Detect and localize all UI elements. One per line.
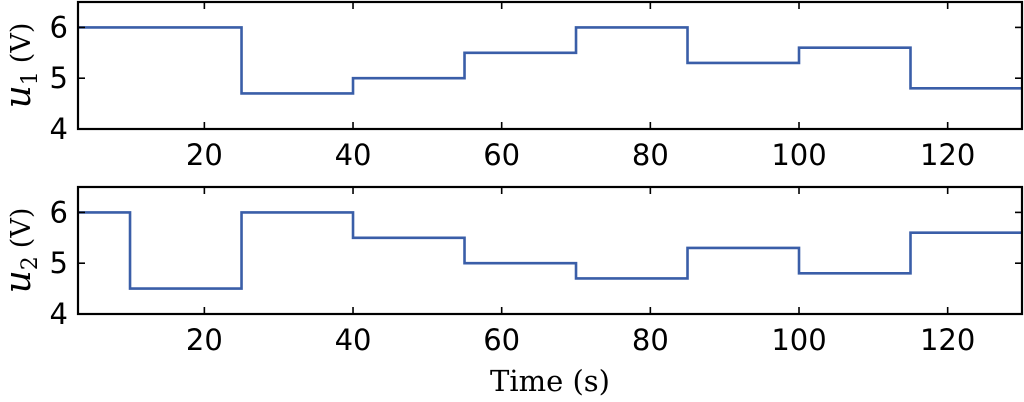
x-tick-label: 20 <box>186 138 223 172</box>
y-axis-label: u2 (V) <box>0 208 43 294</box>
x-tick-label: 80 <box>632 323 669 357</box>
x-tick-label: 120 <box>920 138 975 172</box>
y-axis-unit: (V) <box>6 23 37 64</box>
y-tick-label: 6 <box>50 195 68 229</box>
y-tick-label: 5 <box>50 246 68 280</box>
y-tick-label: 4 <box>50 297 68 331</box>
x-tick-label: 40 <box>335 138 372 172</box>
x-axis-label: Time (s) <box>490 364 610 398</box>
x-tick-label: 20 <box>186 323 223 357</box>
y-tick-label: 6 <box>50 10 68 44</box>
panel-2: 20 40 60 80 100 120 4 5 6 u2 (V) Time (s) <box>0 185 1024 398</box>
x-tick-label: 80 <box>632 138 669 172</box>
y-axis-subscript: 2 <box>18 256 43 270</box>
x-tick-label: 60 <box>483 138 520 172</box>
y-tick-label: 5 <box>50 61 68 95</box>
y-axis-unit: (V) <box>6 208 37 249</box>
y-axis-symbol: u <box>0 270 39 293</box>
y-tick-label: 4 <box>50 112 68 146</box>
y-axis-symbol: u <box>0 85 39 108</box>
y-axis-subscript: 1 <box>18 71 43 85</box>
x-tick-label: 120 <box>920 323 975 357</box>
x-tick-label: 60 <box>483 323 520 357</box>
x-tick-label: 100 <box>771 323 826 357</box>
series-line-2-1 <box>78 211 1022 290</box>
axes-frame <box>76 0 1024 131</box>
axes-frame <box>76 185 1024 316</box>
panel-1: 20 40 60 80 100 120 4 5 6 u1 (V) <box>0 0 1024 172</box>
x-tick-label: 40 <box>335 323 372 357</box>
x-tick-label: 100 <box>771 138 826 172</box>
y-axis-label: u1 (V) <box>0 23 43 109</box>
series-line-1-1 <box>78 26 1022 95</box>
